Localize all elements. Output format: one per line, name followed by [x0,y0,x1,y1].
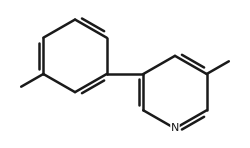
Text: N: N [171,123,179,133]
